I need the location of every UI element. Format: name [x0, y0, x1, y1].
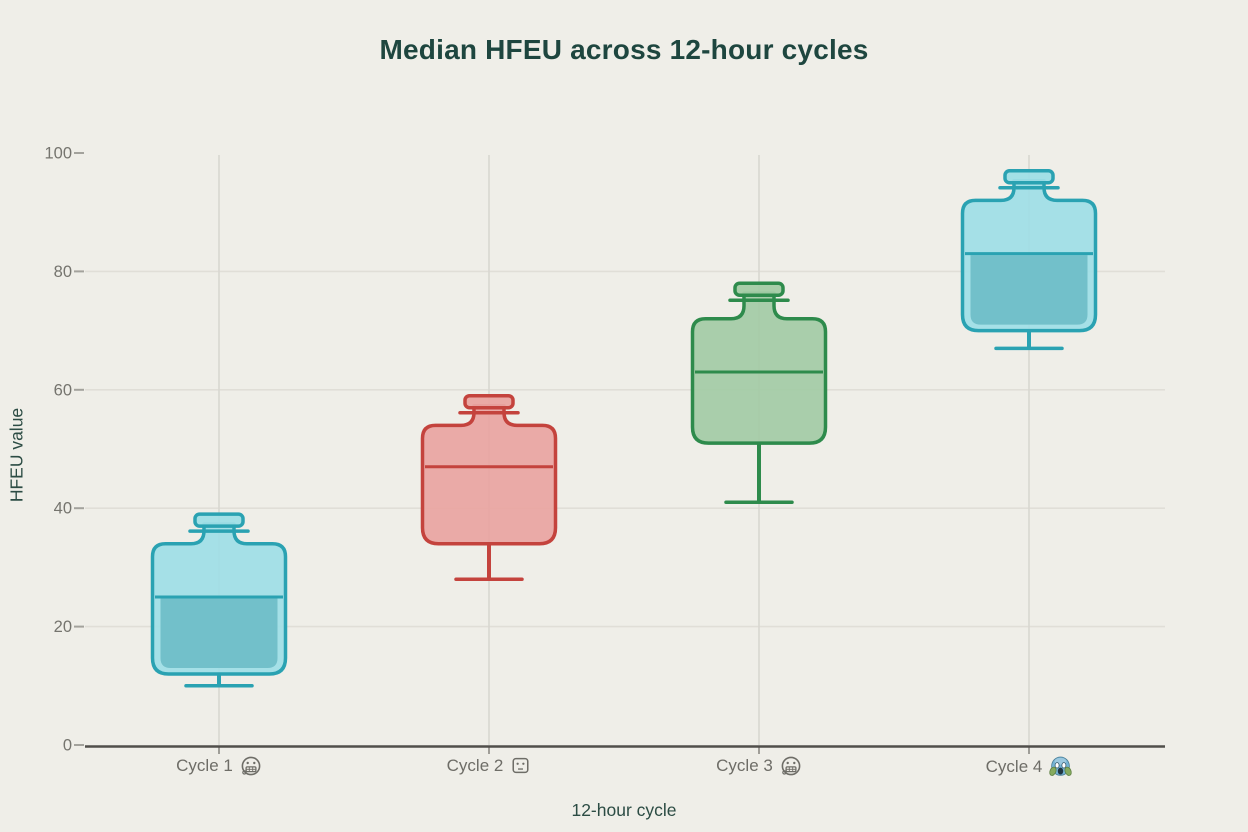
bottle-cap	[463, 393, 515, 410]
y-tick-label: 60	[54, 381, 72, 399]
x-tick-label-cycle-4: Cycle 4	[919, 755, 1139, 778]
x-tick-label-text: Cycle 1	[176, 756, 233, 775]
x-tick-label-cycle-2: Cycle 2	[379, 755, 599, 776]
face-grimace-icon	[241, 756, 261, 776]
x-axis-label: 12-hour cycle	[571, 800, 677, 820]
liquid-fill	[970, 255, 1088, 325]
box-plot-cycle-3	[690, 281, 828, 505]
chart-title: Median HFEU across 12-hour cycles	[379, 34, 869, 65]
box-body	[420, 403, 558, 546]
box-plot-cycle-1	[150, 512, 288, 688]
face-scream-icon	[1049, 756, 1073, 776]
y-tick-label: 0	[63, 737, 72, 755]
face-grimace-icon	[781, 756, 801, 776]
y-tick-label: 20	[54, 618, 72, 636]
x-tick-label-text: Cycle 4	[985, 756, 1043, 776]
x-tick-label-cycle-3: Cycle 3	[649, 755, 869, 777]
box-plot-cycle-4	[960, 169, 1098, 351]
box-body	[690, 291, 828, 445]
y-tick-label: 40	[54, 500, 72, 518]
x-tick-label-text: Cycle 3	[716, 756, 773, 775]
bottle-cap	[1003, 169, 1055, 185]
box-plot-cycle-2	[420, 393, 558, 581]
bottle-cap	[733, 281, 785, 297]
x-tick-label-cycle-1: Cycle 1	[109, 755, 329, 777]
y-tick-label: 100	[44, 145, 72, 163]
bottle-cap	[193, 512, 245, 528]
x-tick-label-text: Cycle 2	[446, 755, 504, 775]
liquid-fill	[160, 598, 278, 668]
face-square-icon	[512, 757, 529, 774]
y-tick-label: 80	[54, 263, 72, 281]
